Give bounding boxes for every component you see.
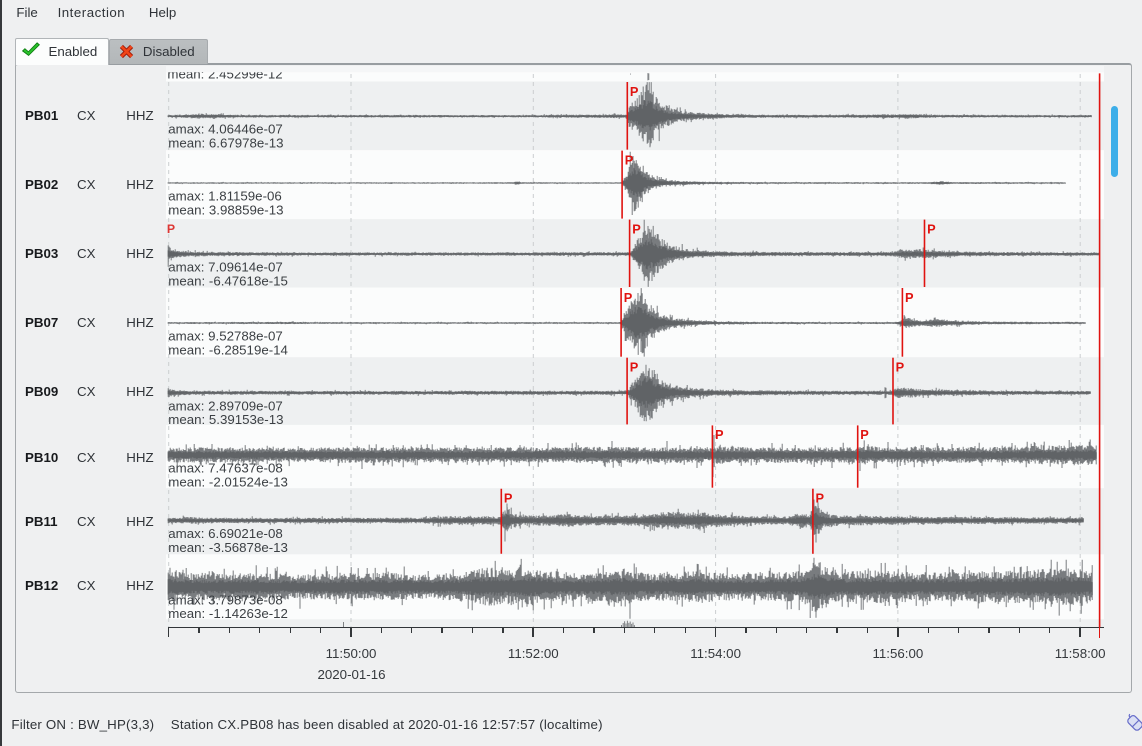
- svg-text:P: P: [504, 490, 513, 505]
- svg-text:P: P: [905, 289, 914, 304]
- svg-text:amax: 4.06446e-07: amax: 4.06446e-07: [168, 121, 282, 136]
- svg-text:P: P: [715, 427, 724, 442]
- svg-text:mean: -3.56878e-13: mean: -3.56878e-13: [168, 539, 288, 554]
- svg-text:amax: 2.89709e-07: amax: 2.89709e-07: [168, 398, 282, 413]
- svg-text:amax: 9.52788e-07: amax: 9.52788e-07: [168, 328, 282, 343]
- svg-text:mean: 6.67978e-13: mean: 6.67978e-13: [168, 135, 283, 150]
- svg-text:mean: -6.47618e-15: mean: -6.47618e-15: [168, 273, 288, 288]
- svg-text:P: P: [632, 221, 641, 236]
- svg-text:mean: 5.39153e-13: mean: 5.39153e-13: [168, 412, 283, 427]
- svg-text:P: P: [624, 289, 633, 304]
- svg-text:P: P: [167, 222, 175, 236]
- svg-text:P: P: [815, 490, 824, 505]
- svg-text:P: P: [927, 221, 936, 236]
- svg-text:mean: -1.14263e-12: mean: -1.14263e-12: [168, 606, 288, 621]
- svg-text:amax: 6.69021e-08: amax: 6.69021e-08: [168, 525, 282, 540]
- svg-text:mean: -6.28519e-14: mean: -6.28519e-14: [168, 342, 288, 357]
- svg-text:P: P: [860, 427, 869, 442]
- svg-text:P: P: [630, 359, 639, 374]
- svg-text:P: P: [625, 152, 634, 167]
- svg-text:amax: 3.79873e-08: amax: 3.79873e-08: [168, 592, 282, 607]
- svg-text:P: P: [896, 359, 905, 374]
- svg-text:P: P: [630, 83, 639, 98]
- svg-text:amax: 1.81159e-06: amax: 1.81159e-06: [168, 188, 281, 203]
- svg-text:amax: 7.09614e-07: amax: 7.09614e-07: [168, 259, 282, 274]
- svg-text:mean: -2.01524e-13: mean: -2.01524e-13: [168, 474, 288, 489]
- svg-text:amax: 7.47637e-08: amax: 7.47637e-08: [168, 460, 282, 475]
- svg-text:mean: 3.98859e-13: mean: 3.98859e-13: [168, 202, 283, 217]
